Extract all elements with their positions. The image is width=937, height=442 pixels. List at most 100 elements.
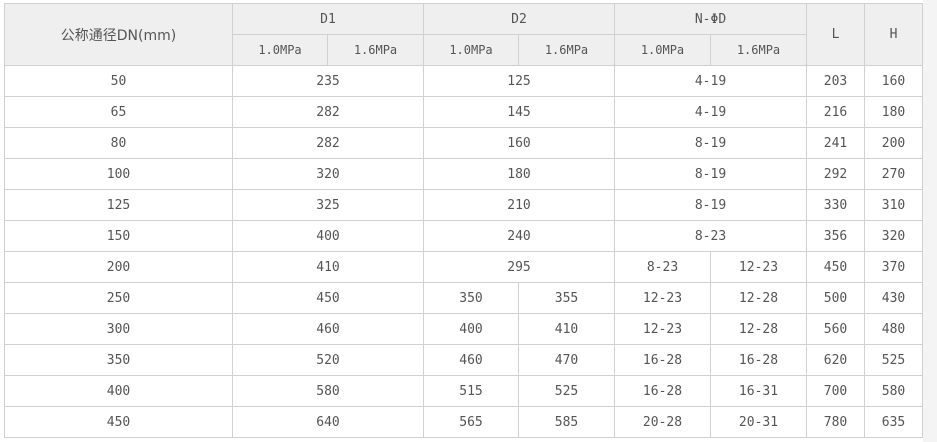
cell-l: 356 [806, 220, 865, 252]
cell-d1: 640 [232, 406, 424, 438]
cell-d2-1.6mpa: 585 [518, 406, 615, 438]
cell-d1: 282 [232, 127, 424, 159]
cell-nd-1.0mpa: 12-23 [614, 313, 711, 345]
cell-h: 320 [864, 220, 923, 252]
cell-d1: 400 [232, 220, 424, 252]
cell-h: 270 [864, 158, 923, 190]
cell-dn: 250 [4, 282, 233, 314]
cell-nd: 8-19 [614, 158, 807, 190]
cell-d1: 450 [232, 282, 424, 314]
cell-dn: 100 [4, 158, 233, 190]
cell-d2-1.0mpa: 565 [423, 406, 519, 438]
header-d2-1.6mpa: 1.6MPa [518, 34, 615, 66]
header-h: H [864, 3, 923, 66]
table-row: 300 460 400 410 12-23 12-28 560 480 [4, 313, 923, 345]
cell-l: 330 [806, 189, 865, 221]
cell-l: 560 [806, 313, 865, 345]
cell-nd-1.6mpa: 20-31 [710, 406, 807, 438]
cell-h: 580 [864, 375, 923, 407]
cell-nd-1.0mpa: 16-28 [614, 344, 711, 376]
table-row: 125 325 210 8-19 330 310 [4, 189, 923, 221]
cell-d2-1.6mpa: 410 [518, 313, 615, 345]
cell-nd-1.6mpa: 16-28 [710, 344, 807, 376]
cell-nd: 8-23 [614, 220, 807, 252]
cell-nd: 8-19 [614, 189, 807, 221]
cell-d1: 580 [232, 375, 424, 407]
table-row: 200 410 295 8-23 12-23 450 370 [4, 251, 923, 283]
header-d2: D2 [423, 3, 615, 35]
cell-d1: 325 [232, 189, 424, 221]
cell-d2: 160 [423, 127, 615, 159]
cell-l: 620 [806, 344, 865, 376]
cell-d2: 295 [423, 251, 615, 283]
cell-nd-1.0mpa: 12-23 [614, 282, 711, 314]
cell-h: 310 [864, 189, 923, 221]
cell-nd-1.6mpa: 16-31 [710, 375, 807, 407]
header-l: L [806, 3, 865, 66]
table-row: 400 580 515 525 16-28 16-31 700 580 [4, 375, 923, 407]
cell-dn: 300 [4, 313, 233, 345]
cell-h: 430 [864, 282, 923, 314]
header-d1-1.6mpa: 1.6MPa [327, 34, 424, 66]
cell-dn: 150 [4, 220, 233, 252]
header-nd-1.6mpa: 1.6MPa [710, 34, 807, 66]
cell-h: 370 [864, 251, 923, 283]
cell-nd-1.0mpa: 16-28 [614, 375, 711, 407]
table-row: 350 520 460 470 16-28 16-28 620 525 [4, 344, 923, 376]
header-d1: D1 [232, 3, 424, 35]
header-n-phi-d: N-ΦD [614, 3, 807, 35]
cell-l: 292 [806, 158, 865, 190]
cell-d2: 145 [423, 96, 615, 128]
cell-d1: 282 [232, 96, 424, 128]
cell-nd-1.6mpa: 12-28 [710, 282, 807, 314]
cell-nd-1.6mpa: 12-23 [710, 251, 807, 283]
cell-d2-1.6mpa: 470 [518, 344, 615, 376]
cell-dn: 200 [4, 251, 233, 283]
cell-nd-1.0mpa: 8-23 [614, 251, 711, 283]
table-row: 150 400 240 8-23 356 320 [4, 220, 923, 252]
table-row: 100 320 180 8-19 292 270 [4, 158, 923, 190]
cell-nd: 4-19 [614, 96, 807, 128]
cell-nd: 4-19 [614, 65, 807, 97]
cell-h: 525 [864, 344, 923, 376]
table-row: 50 235 125 4-19 203 160 [4, 65, 923, 97]
cell-d1: 235 [232, 65, 424, 97]
cell-d2: 210 [423, 189, 615, 221]
cell-h: 200 [864, 127, 923, 159]
cell-d2-1.0mpa: 460 [423, 344, 519, 376]
table-row: 250 450 350 355 12-23 12-28 500 430 [4, 282, 923, 314]
cell-dn: 400 [4, 375, 233, 407]
cell-h: 180 [864, 96, 923, 128]
cell-d2-1.0mpa: 400 [423, 313, 519, 345]
header-d2-1.0mpa: 1.0MPa [423, 34, 519, 66]
cell-dn: 50 [4, 65, 233, 97]
cell-d2: 180 [423, 158, 615, 190]
cell-d1: 410 [232, 251, 424, 283]
table-row: 65 282 145 4-19 216 180 [4, 96, 923, 128]
cell-l: 216 [806, 96, 865, 128]
cell-d1: 460 [232, 313, 424, 345]
cell-l: 500 [806, 282, 865, 314]
header-nd-1.0mpa: 1.0MPa [614, 34, 711, 66]
cell-dn: 450 [4, 406, 233, 438]
cell-h: 635 [864, 406, 923, 438]
page-margin [923, 0, 937, 442]
cell-l: 203 [806, 65, 865, 97]
cell-nd: 8-19 [614, 127, 807, 159]
cell-dn: 65 [4, 96, 233, 128]
cell-l: 450 [806, 251, 865, 283]
table-row: 450 640 565 585 20-28 20-31 780 635 [4, 406, 923, 438]
cell-d2-1.6mpa: 525 [518, 375, 615, 407]
cell-h: 160 [864, 65, 923, 97]
flange-dimension-table: 公称通径DN(mm) D1 D2 N-ΦD L H 1.0MPa 1.6MPa … [4, 3, 923, 438]
cell-d1: 320 [232, 158, 424, 190]
cell-nd-1.0mpa: 20-28 [614, 406, 711, 438]
header-dn: 公称通径DN(mm) [4, 3, 233, 66]
cell-dn: 80 [4, 127, 233, 159]
cell-dn: 125 [4, 189, 233, 221]
cell-nd-1.6mpa: 12-28 [710, 313, 807, 345]
cell-dn: 350 [4, 344, 233, 376]
cell-l: 700 [806, 375, 865, 407]
cell-l: 780 [806, 406, 865, 438]
cell-d2: 240 [423, 220, 615, 252]
